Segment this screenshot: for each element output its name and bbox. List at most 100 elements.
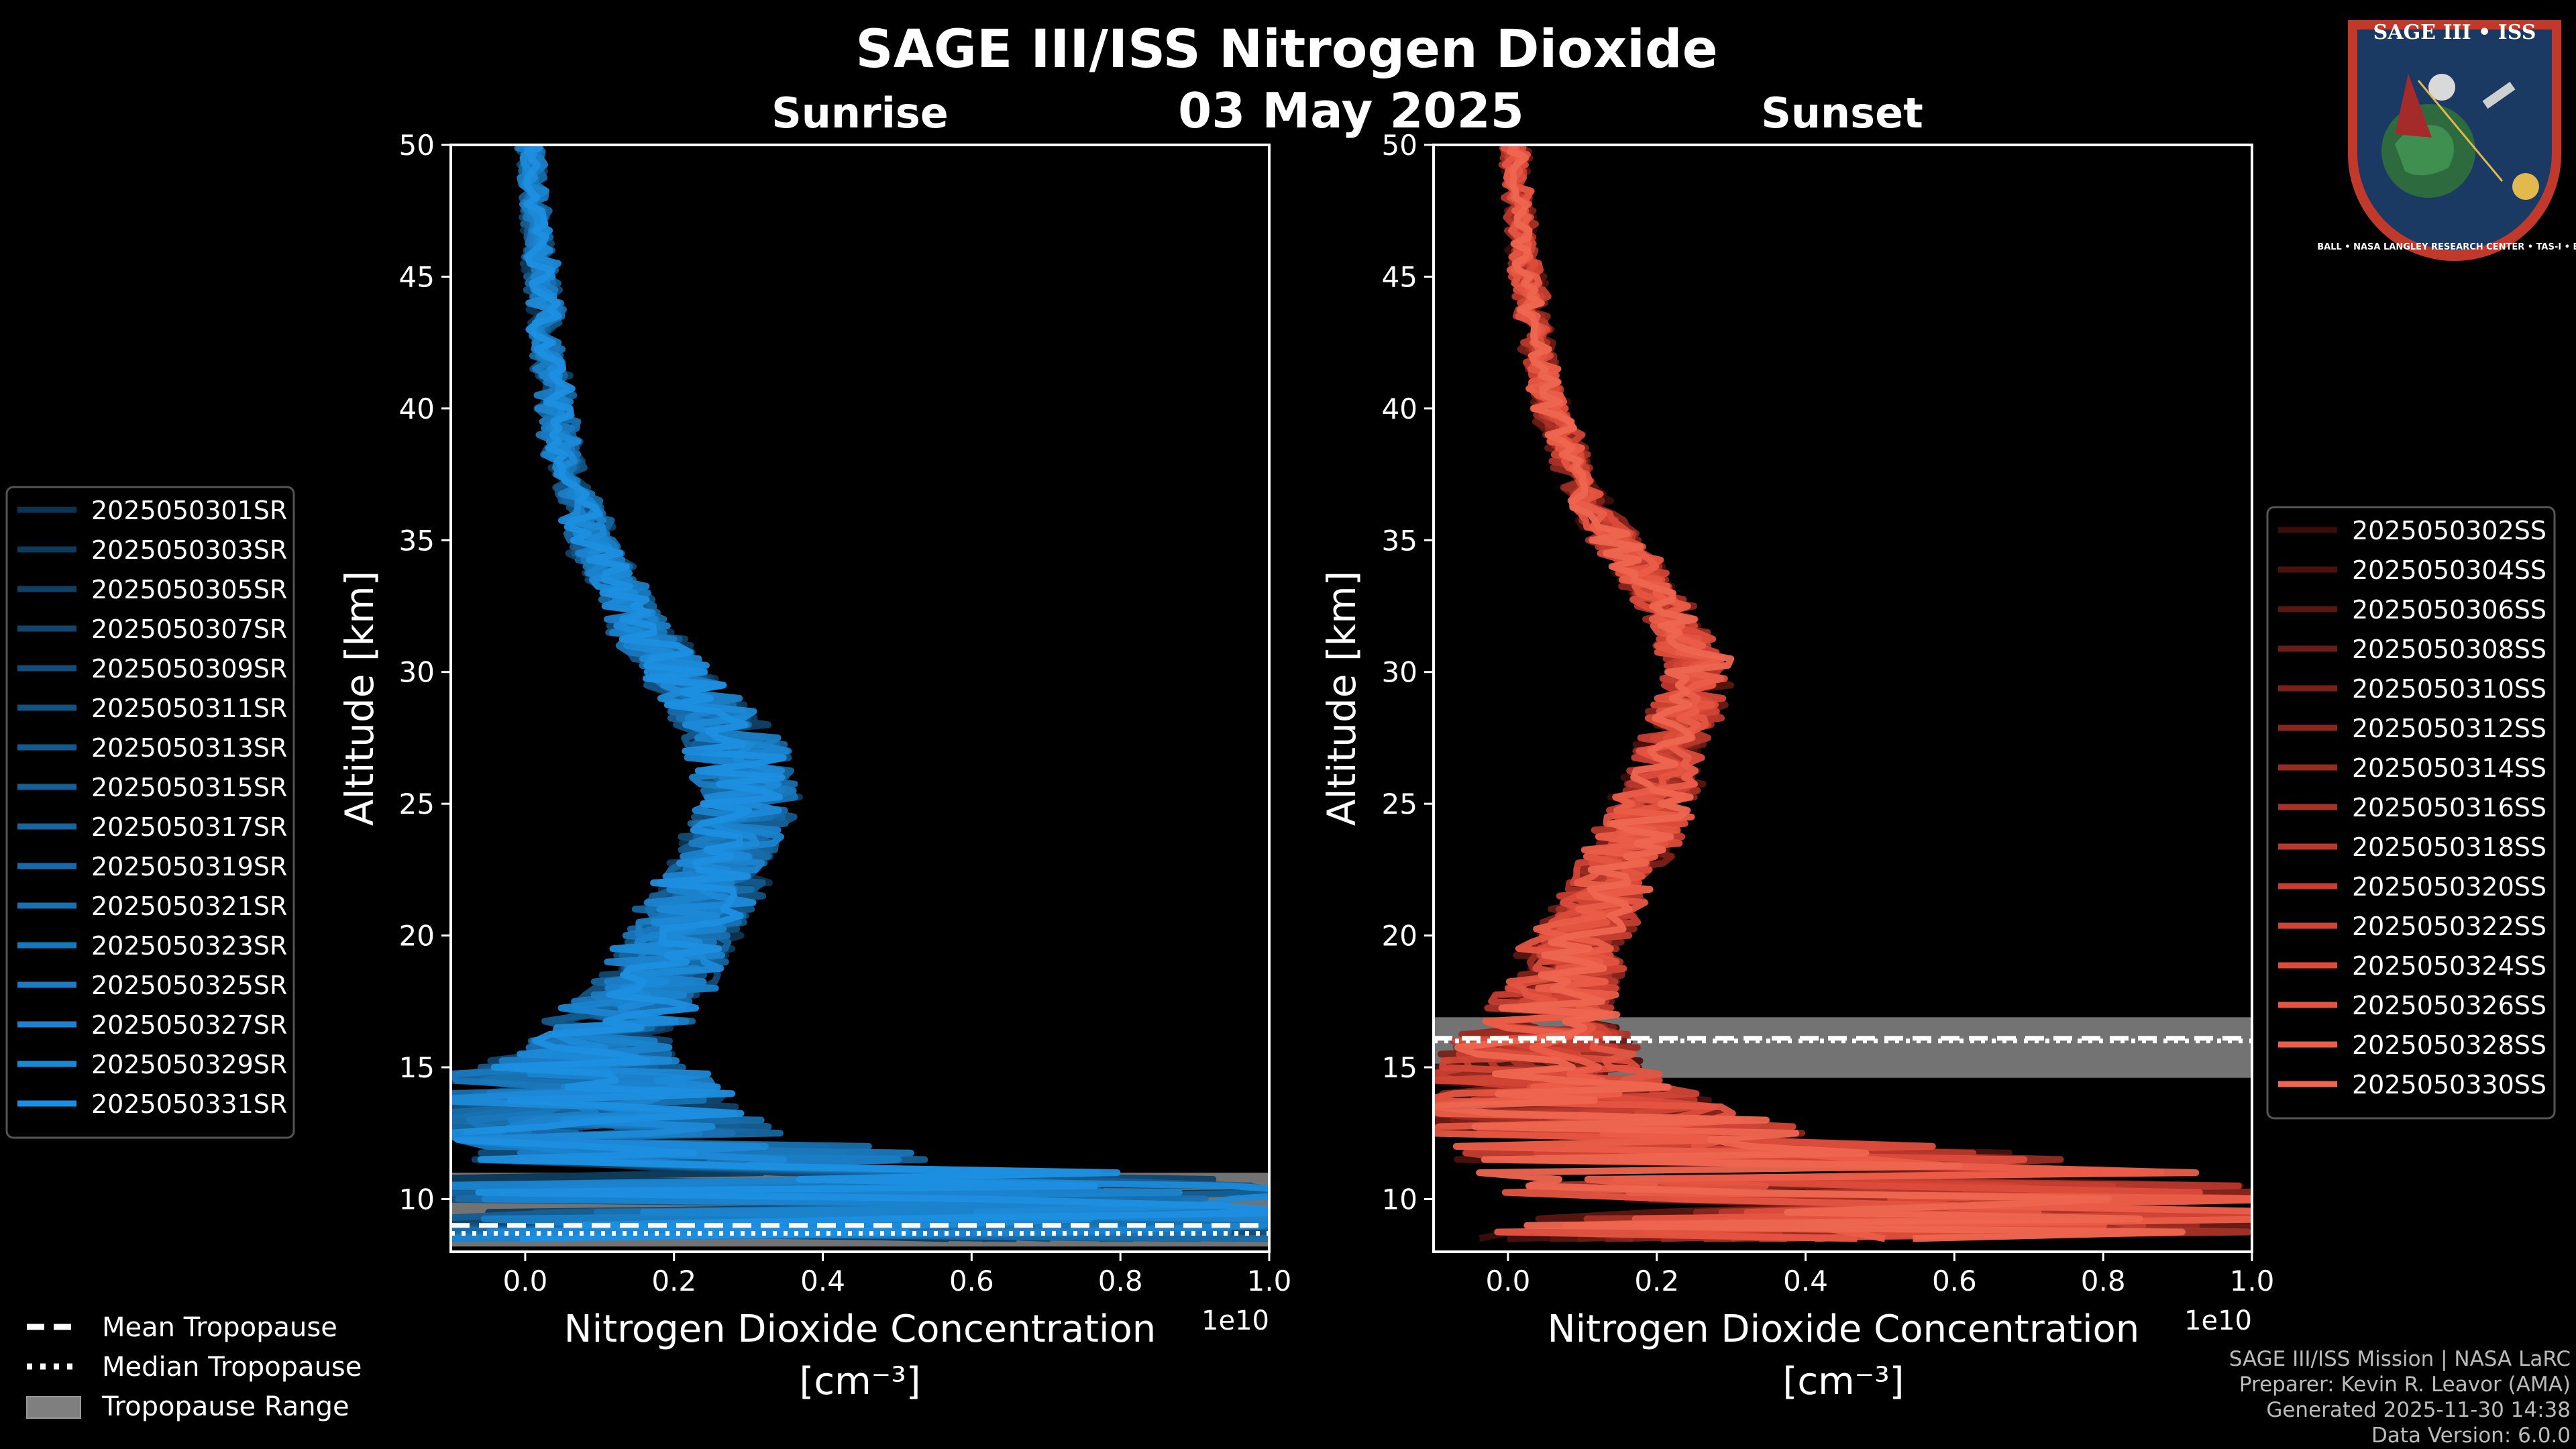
sunset-x-tick-label: 0.6 [1932,1265,1977,1297]
footer-credits: SAGE III/ISS Mission | NASA LaRC Prepare… [2229,1347,2571,1448]
mean-tropopause-label: Mean Tropopause [102,1312,337,1343]
legend-label-2025050301SR: 2025050301SR [91,496,287,525]
legend-label-2025050325SR: 2025050325SR [91,971,287,1000]
series-line-2025050331SR [451,145,1269,1242]
series-line-2025050330SS [1434,145,2186,1242]
sunset-y-tick-label: 30 [1382,656,1417,689]
legend-label-2025050310SS: 2025050310SS [2352,674,2546,704]
logo-figure-icon [2395,74,2432,138]
sunset-y-tick-label: 45 [1382,260,1417,293]
legend-label-2025050317SR: 2025050317SR [91,812,287,842]
sunrise-x-tick-label: 0.6 [949,1265,994,1297]
sunrise-title: Sunrise [771,89,949,138]
sage-iii-iss-logo: SAGE III • ISS BALL • NASA LANGLEY RESEA… [2317,20,2576,261]
sunset-x-scale-label: 1e10 [2184,1305,2252,1336]
sunrise-y-tick-label: 15 [399,1051,435,1084]
legend-label-2025050306SS: 2025050306SS [2352,595,2546,625]
sunset-title: Sunset [1761,89,1923,138]
legend-label-2025050328SS: 2025050328SS [2352,1030,2546,1060]
sunrise-axes-frame [449,144,1271,1253]
legend-label-2025050319SR: 2025050319SR [91,852,287,881]
legend-label-2025050302SS: 2025050302SS [2352,516,2546,545]
sunrise-plot: 0.0 0.2 0.4 0.6 0.8 1.0 10 15 20 25 30 35 40 45 50 1e1… [337,129,1292,1403]
sunset-y-tick-label: 25 [1382,788,1417,820]
legend-label-2025050331SR: 2025050331SR [91,1089,287,1119]
legend-label-2025050303SR: 2025050303SR [91,535,287,565]
tropopause-range-swatch [26,1396,81,1419]
sunrise-x-axis-label: Nitrogen Dioxide Concentration [564,1307,1157,1351]
series-line-2025050328SS [1434,145,2252,1242]
sunset-plot: 0.0 0.2 0.4 0.6 0.8 1.0 10 15 20 25 30 35 40 45 50 1e1… [1319,129,2275,1403]
legend-label-2025050304SS: 2025050304SS [2352,555,2546,585]
sunset-y-tick-label: 20 [1382,920,1417,953]
sunset-x-tick-label: 0.8 [2081,1265,2126,1297]
sunrise-y-tick-label: 40 [399,392,435,425]
sunrise-y-tick-label: 50 [399,129,435,162]
footer-mission: SAGE III/ISS Mission | NASA LaRC [2229,1347,2571,1371]
logo-continent-icon [2395,124,2454,176]
sunset-y-tick-label: 50 [1382,129,1417,162]
series-line-2025050329SR [451,145,1269,1240]
legend-label-2025050309SR: 2025050309SR [91,654,287,684]
legend-label-2025050313SR: 2025050313SR [91,733,287,763]
logo-moon-icon [2428,74,2455,101]
sunrise-y-tick-label: 30 [399,656,435,689]
legend-label-2025050318SS: 2025050318SS [2352,833,2546,862]
sunrise-y-axis-label: Altitude [km] [337,571,382,826]
legend-label-2025050329SR: 2025050329SR [91,1050,287,1079]
sunset-x-axis-unit: [cm⁻³] [1782,1360,1904,1403]
sunrise-x-tick-label: 0.4 [800,1265,845,1297]
sunset-x-axis-label: Nitrogen Dioxide Concentration [1548,1307,2140,1351]
sunset-ticks: 0.0 0.2 0.4 0.6 0.8 1.0 10 15 20 25 30 35 40 45 50 [1382,129,2275,1297]
legend-label-2025050311SR: 2025050311SR [91,694,287,723]
legend-label-2025050321SR: 2025050321SR [91,892,287,921]
footer-version: Data Version: 6.0.0 [2371,1424,2571,1448]
legend-label-2025050308SS: 2025050308SS [2352,635,2546,664]
sunrise-x-tick-label: 0.2 [651,1265,696,1297]
sunrise-y-tick-label: 35 [399,524,435,557]
sunrise-y-tick-label: 10 [399,1183,435,1216]
sunset-legend-frame [2266,506,2556,1120]
sunset-x-tick-label: 1.0 [2230,1265,2275,1297]
legend-label-2025050312SS: 2025050312SS [2352,714,2546,743]
sunset-y-tick-label: 10 [1382,1183,1417,1216]
sunrise-y-tick-label: 45 [399,260,435,293]
sunset-y-tick-label: 40 [1382,392,1417,425]
date-title: 03 May 2025 [1178,83,1524,139]
legend-label-2025050316SS: 2025050316SS [2352,793,2546,822]
legend-label-2025050322SS: 2025050322SS [2352,912,2546,941]
legend-label-2025050305SR: 2025050305SR [91,575,287,604]
logo-iss-icon [2482,81,2516,109]
tropopause-legend: Mean Tropopause Median Tropopause Tropop… [26,1312,362,1422]
footer-generated: Generated 2025-11-30 14:38 [2266,1398,2571,1422]
logo-ray-icon [2417,80,2504,182]
logo-sun-icon [2512,173,2539,200]
sunrise-y-tick-label: 20 [399,920,435,953]
sunset-x-tick-label: 0.0 [1486,1265,1531,1297]
series-line-2025050326SS [1434,145,2165,1242]
sunrise-x-tick-label: 0.0 [503,1265,548,1297]
sunrise-x-tick-label: 1.0 [1247,1265,1292,1297]
main-title: SAGE III/ISS Nitrogen Dioxide [855,19,1717,80]
legend-label-2025050324SS: 2025050324SS [2352,951,2546,981]
sunrise-y-tick-label: 25 [399,788,435,820]
legend-label-2025050326SS: 2025050326SS [2352,991,2546,1020]
sunrise-x-tick-label: 0.8 [1098,1265,1143,1297]
sunset-y-axis-label: Altitude [km] [1319,571,1364,826]
tropopause-range-label: Tropopause Range [101,1391,350,1422]
sunrise-ticks: 0.0 0.2 0.4 0.6 0.8 1.0 10 15 20 25 30 35 40 45 50 [399,129,1292,1297]
sunset-x-tick-label: 0.2 [1634,1265,1679,1297]
legend-label-2025050320SS: 2025050320SS [2352,872,2546,902]
logo-ring-text: BALL • NASA LANGLEY RESEARCH CENTER • TA… [2317,242,2576,252]
legend-label-2025050307SR: 2025050307SR [91,614,287,644]
legend-label-2025050314SS: 2025050314SS [2352,753,2546,783]
sunrise-x-axis-unit: [cm⁻³] [799,1360,920,1403]
sunrise-legend-frame [5,486,295,1139]
sunset-legend: 2025050302SS 2025050304SS 2025050306SS 2025… [2266,506,2556,1120]
legend-label-2025050323SR: 2025050323SR [91,931,287,961]
sunrise-x-scale-label: 1e10 [1201,1305,1269,1336]
legend-label-2025050315SR: 2025050315SR [91,773,287,802]
median-tropopause-label: Median Tropopause [102,1352,362,1383]
footer-preparer: Preparer: Kevin R. Leavor (AMA) [2239,1373,2571,1397]
